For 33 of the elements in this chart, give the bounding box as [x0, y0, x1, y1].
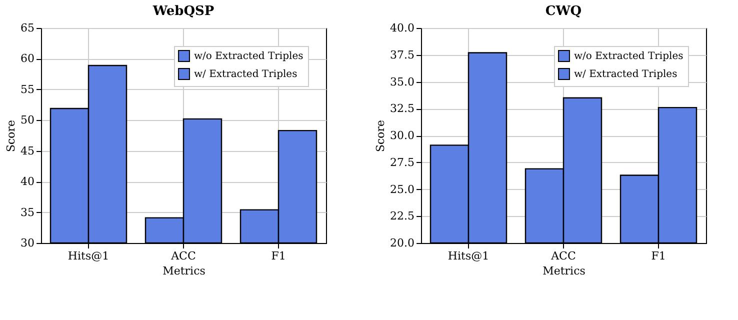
legend-label: w/ Extracted Triples	[574, 69, 678, 80]
y-tick-label: 40.0	[390, 22, 414, 34]
x-tick-label: ACC	[170, 250, 196, 262]
x-tick-label: ACC	[550, 250, 576, 262]
y-tick-label: 27.5	[390, 156, 414, 169]
y-tick-label: 30.0	[390, 129, 414, 142]
legend-label: w/o Extracted Triples	[574, 51, 684, 62]
x-tick-label: F1	[271, 250, 286, 262]
y-tick-label: 35.0	[390, 75, 414, 88]
x-tick-label: Hits@1	[68, 250, 110, 262]
y-tick-label: 32.5	[390, 102, 414, 116]
legend-label: w/ Extracted Triples	[194, 69, 298, 80]
y-tick-label: 60	[20, 52, 34, 66]
y-axis-title: Score	[4, 120, 18, 152]
x-axis-title: Metrics	[542, 264, 586, 278]
y-axis-title: Score	[374, 120, 388, 152]
x-tick-label: F1	[651, 250, 666, 262]
y-tick-label: 65	[20, 22, 34, 34]
y-tick-label: 20.0	[390, 236, 414, 250]
chart-title: CWQ	[545, 4, 582, 19]
y-tick-label: 45	[20, 144, 34, 158]
y-tick-label: 25.0	[390, 182, 414, 196]
y-tick-label: 37.5	[390, 48, 414, 62]
chart-title: WebQSP	[152, 4, 214, 19]
x-axis-title: Metrics	[162, 264, 206, 278]
y-tick-label: 55	[20, 82, 34, 96]
y-tick-label: 22.5	[390, 210, 414, 223]
y-tick-label: 35	[20, 206, 34, 219]
legend-label: w/o Extracted Triples	[194, 51, 304, 62]
y-tick-label: 50	[20, 114, 34, 127]
y-tick-label: 30	[20, 236, 34, 250]
x-tick-label: Hits@1	[448, 250, 490, 262]
y-tick-label: 40	[20, 175, 34, 188]
